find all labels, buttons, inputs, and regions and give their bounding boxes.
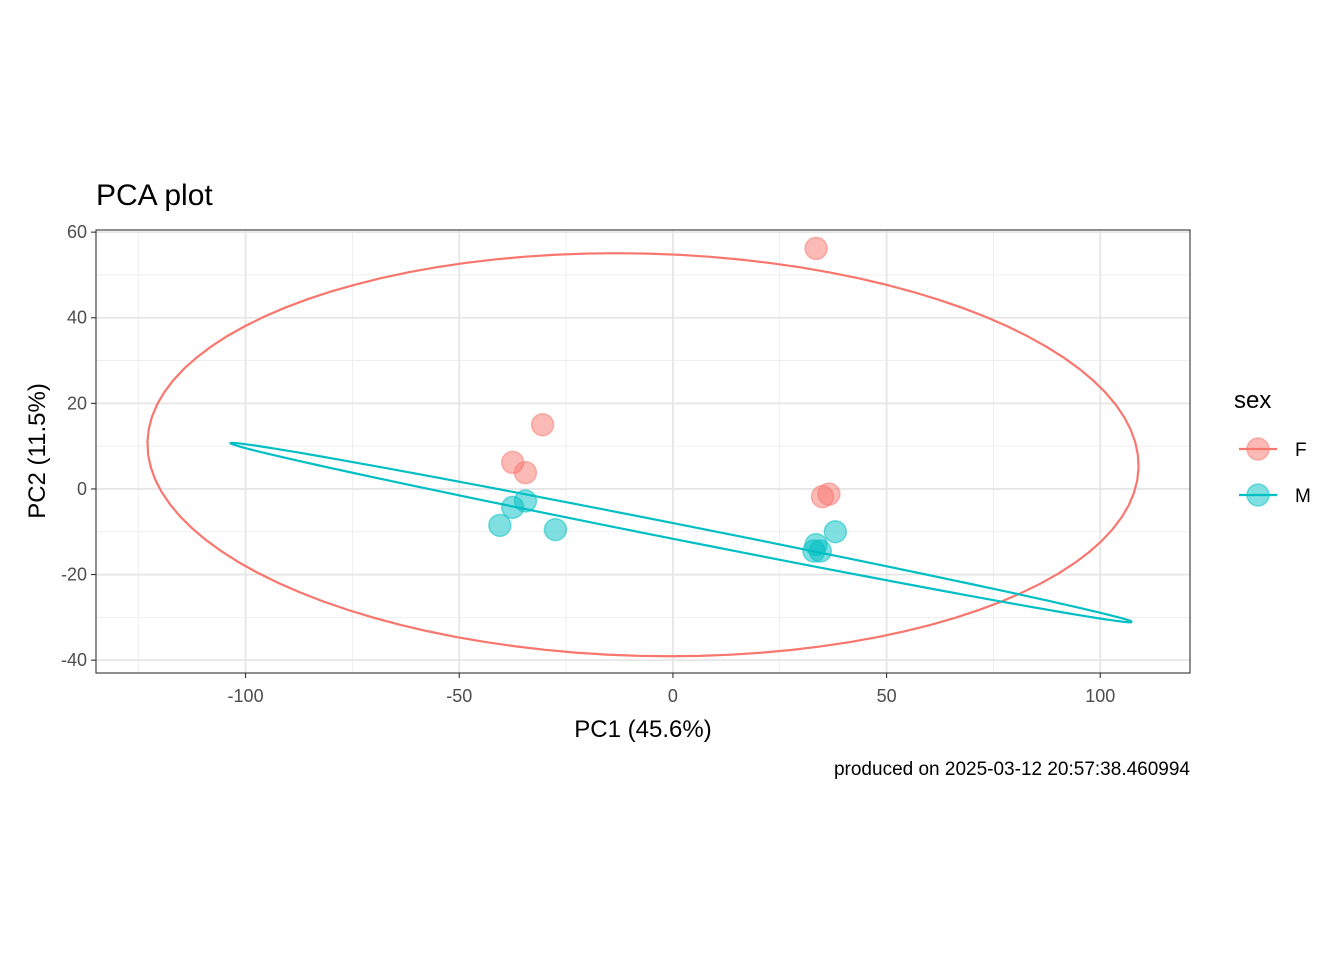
chart-title: PCA plot [96,179,213,212]
ellipse-F [146,252,1140,658]
ellipse-M [228,441,1133,624]
y-axis-ticks: -40 -20 0 20 40 60 [61,222,96,670]
legend-key-point [1246,437,1270,461]
x-tick-label: -50 [446,686,472,706]
plot-panel-border [95,229,1191,674]
point-F [530,412,555,437]
y-tick-label: -20 [61,565,87,585]
x-tick-label: -100 [228,686,264,706]
point-M [488,513,512,538]
legend-label: M [1295,486,1311,507]
point-M [823,520,848,544]
legend-title: sex [1234,387,1271,414]
y-tick-label: -40 [61,650,87,670]
point-F [804,236,828,261]
y-axis-title: PC2 (11.5%) [24,383,51,519]
x-axis-ticks: -100 -50 0 50 100 [228,673,1115,706]
point-M [500,495,525,520]
legend-item-F: F [1239,437,1307,461]
caption-timestamp: produced on 2025-03-12 20:57:38.460994 [834,759,1190,780]
x-tick-label: 100 [1085,686,1115,706]
x-tick-label: 50 [877,686,897,706]
legend-key-point [1246,483,1270,507]
point-M [802,539,826,563]
point-F [513,460,538,485]
data-points [488,236,848,563]
y-tick-label: 40 [67,308,87,328]
point-F [810,484,835,509]
legend: sex F M [1234,387,1311,507]
x-axis-title: PC1 (45.6%) [574,716,711,743]
legend-label: F [1295,440,1307,461]
confidence-ellipses [146,252,1140,658]
point-M [543,517,568,542]
y-tick-label: 60 [67,222,87,242]
y-tick-label: 0 [77,479,87,499]
grid [96,230,1190,673]
x-tick-label: 0 [668,686,678,706]
legend-item-M: M [1239,483,1311,507]
y-tick-label: 20 [67,393,87,413]
